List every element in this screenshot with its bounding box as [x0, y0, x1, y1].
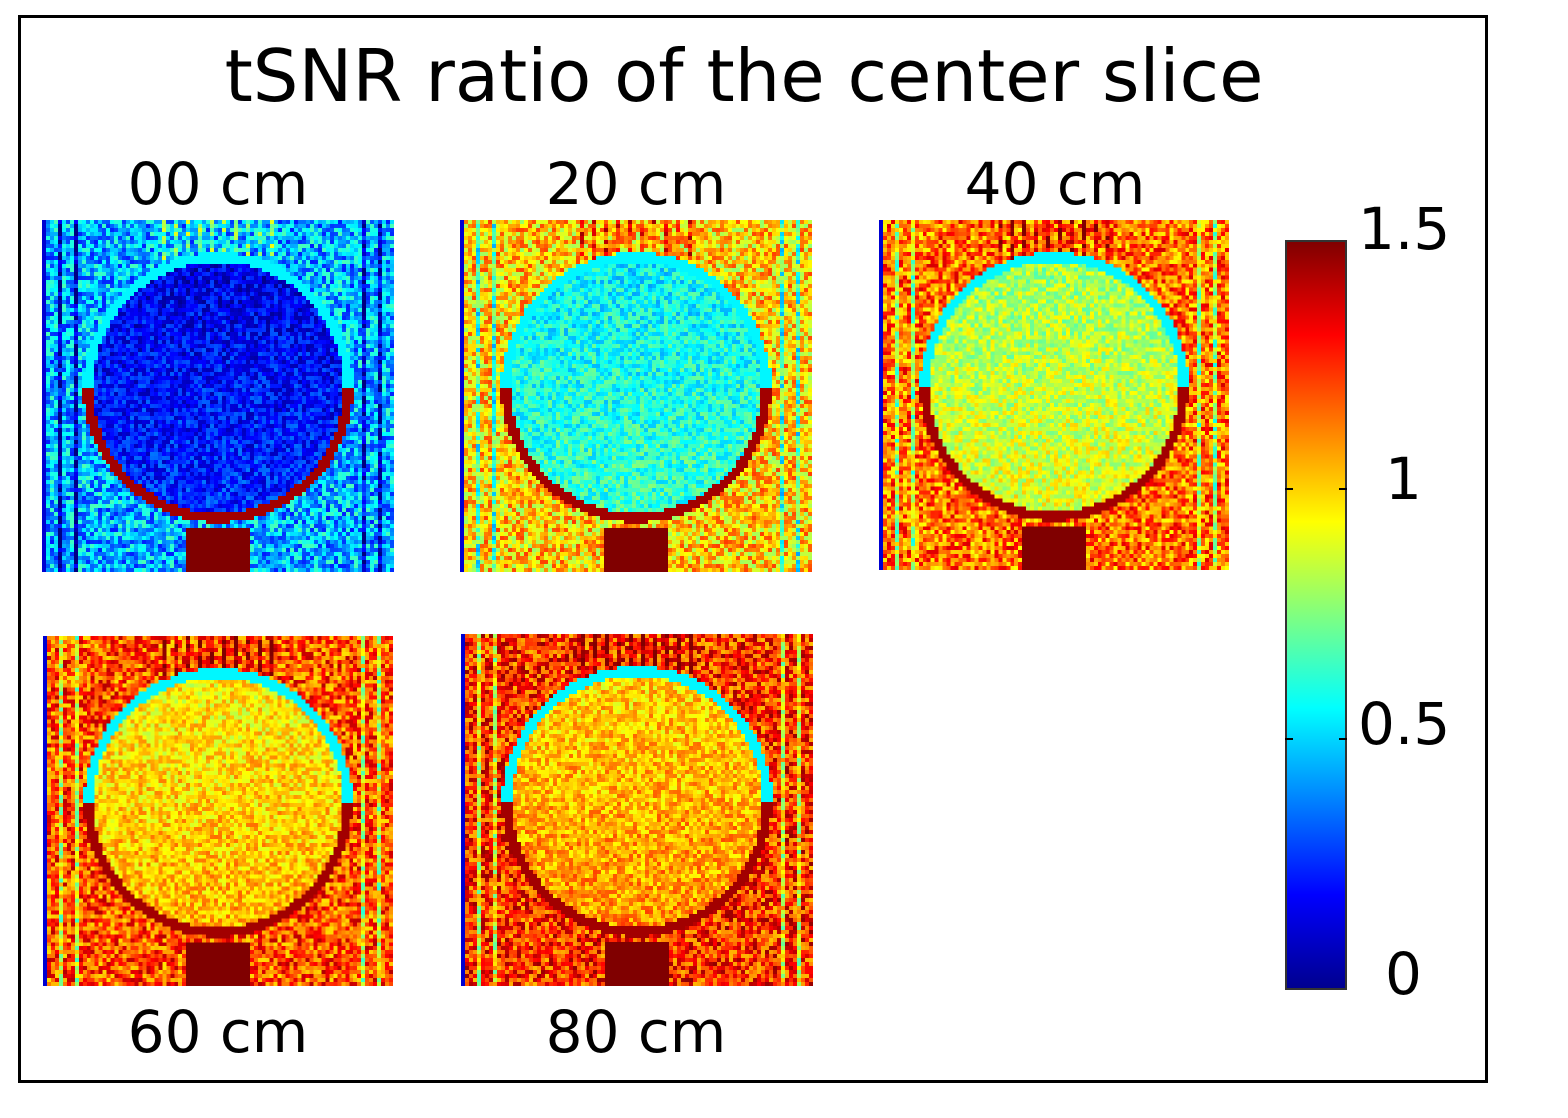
- panel-label-60cm: 60 cm: [127, 998, 309, 1066]
- panel-label-20cm: 20 cm: [545, 150, 727, 218]
- colorbar-tick-label-0: 0: [1385, 940, 1422, 1008]
- heatmap-panel-60cm: [43, 636, 393, 986]
- chart-title: tSNR ratio of the center slice: [224, 34, 1264, 118]
- panel-label-80cm: 80 cm: [545, 998, 727, 1066]
- colorbar-tick-label-1.5: 1.5: [1358, 195, 1451, 263]
- colorbar-tick-label-0.5: 0.5: [1358, 690, 1451, 758]
- figure-frame: [18, 15, 1488, 1083]
- colorbar-tick-mark: [1339, 738, 1347, 740]
- colorbar-tick-mark: [1285, 488, 1293, 490]
- colorbar-tick-mark: [1285, 738, 1293, 740]
- heatmap-panel-20cm: [460, 220, 812, 572]
- colorbar: [1285, 240, 1347, 990]
- panel-label-40cm: 40 cm: [964, 150, 1146, 218]
- heatmap-panel-00cm: [42, 220, 394, 572]
- colorbar-tick-label-1: 1: [1385, 445, 1422, 513]
- colorbar-tick-mark: [1339, 488, 1347, 490]
- heatmap-panel-80cm: [461, 634, 813, 986]
- heatmap-panel-40cm: [879, 220, 1229, 570]
- panel-label-00cm: 00 cm: [127, 150, 309, 218]
